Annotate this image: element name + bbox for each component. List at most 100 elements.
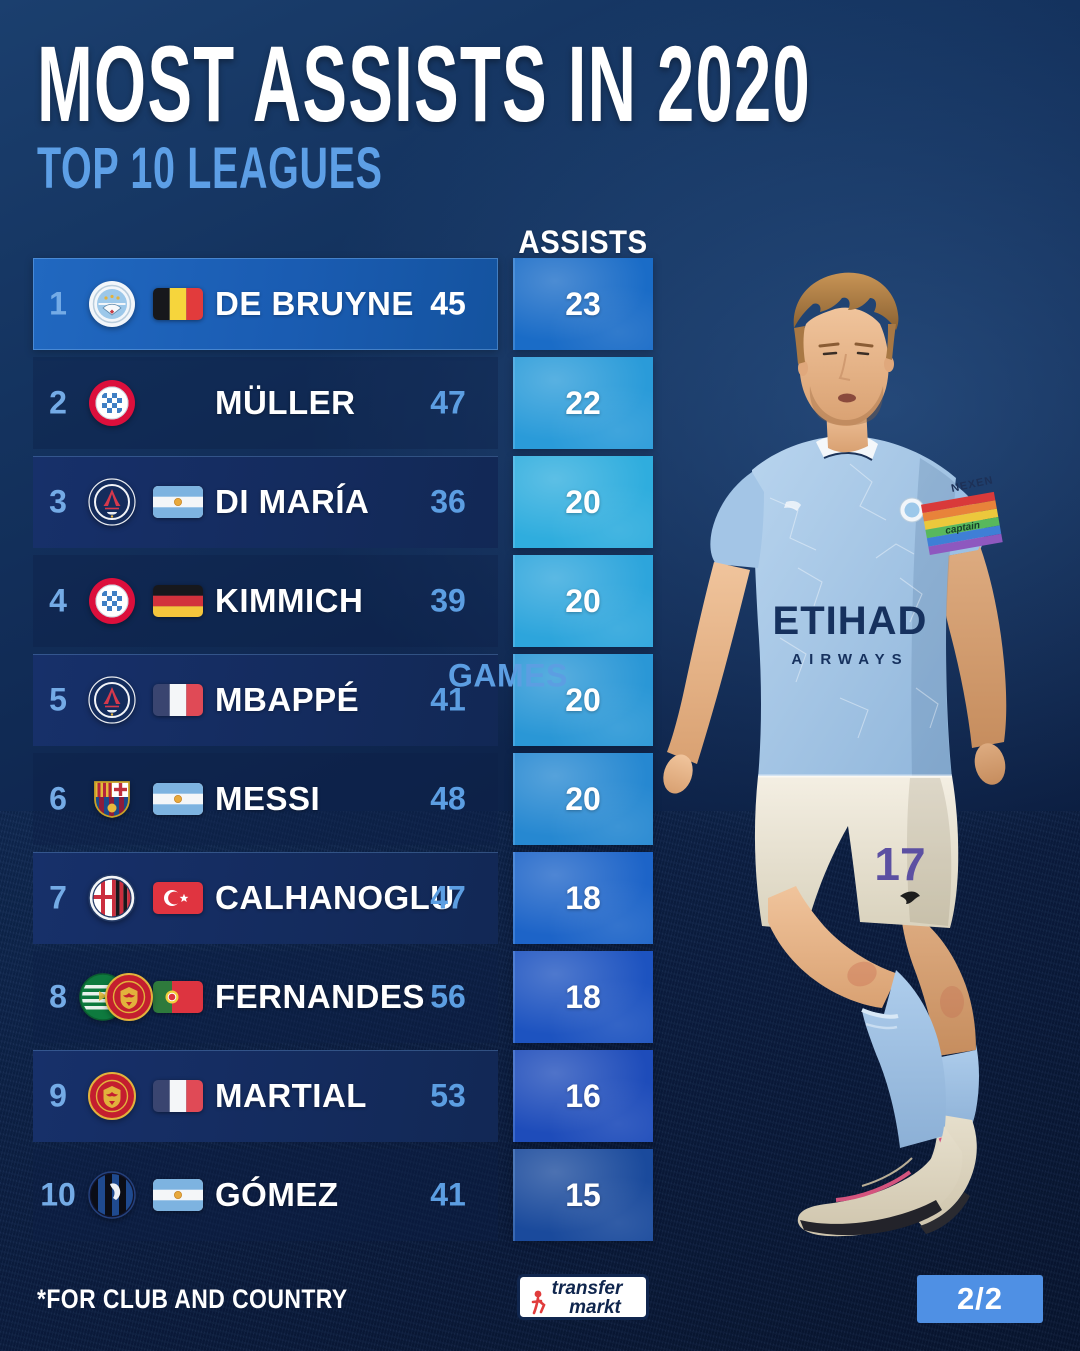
argentina-flag-icon bbox=[153, 783, 203, 815]
assists-value: 22 bbox=[565, 384, 601, 421]
row-background: 8 FERNANDES 56 bbox=[33, 951, 498, 1043]
club-badges bbox=[88, 753, 158, 845]
row-background: 9 MARTIAL 53 bbox=[33, 1050, 498, 1142]
row-background: 7 CALHANOGLU 47 bbox=[33, 852, 498, 944]
club-badges bbox=[79, 951, 158, 1043]
games-value: 39 bbox=[430, 582, 466, 619]
assists-value: 20 bbox=[565, 483, 601, 520]
svg-text:NEXEN: NEXEN bbox=[950, 474, 994, 495]
table-row-6: 6 MESSI 48 20 bbox=[33, 753, 655, 845]
assists-cell: 16 bbox=[513, 1050, 653, 1142]
barcelona-badge-icon bbox=[88, 775, 136, 823]
table-row-5: 5 MBAPPÉ 41 20 bbox=[33, 654, 655, 746]
club-badges bbox=[88, 258, 158, 350]
rank-label: 1 bbox=[49, 285, 67, 322]
club-badges bbox=[88, 654, 158, 746]
page-subtitle: TOP 10 LEAGUES bbox=[37, 136, 383, 201]
assists-cell: 20 bbox=[513, 456, 653, 548]
assists-value: 15 bbox=[565, 1176, 601, 1213]
bayern-munich-badge-icon bbox=[88, 379, 136, 427]
table-row-9: 9 MARTIAL 53 16 bbox=[33, 1050, 655, 1142]
rank-label: 4 bbox=[49, 582, 67, 619]
club-badges bbox=[88, 1050, 158, 1142]
assists-cell: 18 bbox=[513, 951, 653, 1043]
row-background: 3 DI MARÍA 36 bbox=[33, 456, 498, 548]
assists-value: 20 bbox=[565, 582, 601, 619]
svg-text:markt: markt bbox=[569, 1297, 621, 1318]
assists-cell: 23 bbox=[513, 258, 653, 350]
games-value: 41 bbox=[430, 681, 466, 718]
table-row-8: 8 FERNANDES 56 18 bbox=[33, 951, 655, 1043]
assists-value: 18 bbox=[565, 978, 601, 1015]
bayern-munich-badge-icon bbox=[88, 577, 136, 625]
belgium-flag-icon bbox=[153, 288, 203, 320]
rank-label: 2 bbox=[49, 384, 67, 421]
player-name: CALHANOGLU bbox=[215, 879, 455, 916]
footnote: *FOR CLUB AND COUNTRY bbox=[37, 1284, 348, 1314]
player-name: GÓMEZ bbox=[215, 1176, 339, 1213]
games-value: 47 bbox=[430, 384, 466, 421]
table-row-1: 1 DE BRUYNE 45 23 bbox=[33, 258, 655, 350]
games-value: 45 bbox=[430, 285, 466, 322]
player-name: MBAPPÉ bbox=[215, 681, 360, 718]
row-background: 4 KIMMICH 39 bbox=[33, 555, 498, 647]
assists-value: 18 bbox=[565, 879, 601, 916]
transfermarkt-player-icon bbox=[531, 1290, 546, 1315]
portugal-flag-icon bbox=[153, 981, 203, 1013]
row-background: 6 MESSI 48 bbox=[33, 753, 498, 845]
assists-table: 1 DE BRUYNE 45 23 2 MÜLLER 47 22 3 bbox=[33, 258, 655, 1248]
rank-label: 10 bbox=[40, 1176, 76, 1213]
argentina-flag-icon bbox=[153, 486, 203, 518]
row-background: 2 MÜLLER 47 bbox=[33, 357, 498, 449]
rank-label: 6 bbox=[49, 780, 67, 817]
manchester-united-badge-icon bbox=[105, 973, 153, 1021]
svg-text:AIRWAYS: AIRWAYS bbox=[791, 651, 908, 668]
svg-text:17: 17 bbox=[874, 838, 925, 890]
row-background: 10 GÓMEZ 41 bbox=[33, 1149, 498, 1241]
player-name: FERNANDES bbox=[215, 978, 425, 1015]
assists-cell: 18 bbox=[513, 852, 653, 944]
svg-text:ETIHAD: ETIHAD bbox=[773, 599, 928, 643]
club-badges bbox=[88, 555, 158, 647]
assists-value: 20 bbox=[565, 681, 601, 718]
player-name: MESSI bbox=[215, 780, 321, 817]
club-badges bbox=[88, 852, 158, 944]
svg-text:transfer: transfer bbox=[552, 1278, 624, 1299]
assists-value: 20 bbox=[565, 780, 601, 817]
column-header-games: GAMES bbox=[448, 657, 568, 693]
row-background: 5 MBAPPÉ 41 bbox=[33, 654, 498, 746]
assists-cell: 20 bbox=[513, 753, 653, 845]
table-row-2: 2 MÜLLER 47 22 bbox=[33, 357, 655, 449]
pagination-badge: 2/2 bbox=[917, 1275, 1043, 1323]
assists-cell: 22 bbox=[513, 357, 653, 449]
table-row-4: 4 KIMMICH 39 20 bbox=[33, 555, 655, 647]
club-badges bbox=[88, 357, 158, 449]
player-name: DE BRUYNE bbox=[215, 285, 414, 322]
player-name: KIMMICH bbox=[215, 582, 364, 619]
games-value: 36 bbox=[430, 483, 466, 520]
table-row-7: 7 CALHANOGLU 47 18 bbox=[33, 852, 655, 944]
games-value: 56 bbox=[430, 978, 466, 1015]
france-flag-icon bbox=[153, 1080, 203, 1112]
manchester-city-badge-icon bbox=[88, 280, 136, 328]
rank-label: 3 bbox=[49, 483, 67, 520]
assists-value: 23 bbox=[565, 285, 601, 322]
games-value: 41 bbox=[430, 1176, 466, 1213]
assists-value: 16 bbox=[565, 1077, 601, 1114]
table-row-10: 10 GÓMEZ 41 15 bbox=[33, 1149, 655, 1241]
rank-label: 5 bbox=[49, 681, 67, 718]
games-value: 47 bbox=[430, 879, 466, 916]
assists-cell: 20 bbox=[513, 654, 653, 746]
rank-label: 8 bbox=[49, 978, 67, 1015]
player-name: DI MARÍA bbox=[215, 483, 370, 520]
games-value: 48 bbox=[430, 780, 466, 817]
manchester-united-badge-icon bbox=[88, 1072, 136, 1120]
psg-badge-icon bbox=[88, 676, 136, 724]
atalanta-badge-icon bbox=[88, 1171, 136, 1219]
france-flag-icon bbox=[153, 684, 203, 716]
club-badges bbox=[88, 456, 158, 548]
psg-badge-icon bbox=[88, 478, 136, 526]
column-header-assists: ASSISTS bbox=[518, 224, 648, 260]
player-photo: ETIHAD AIRWAYS captain NEXEN 17 bbox=[663, 272, 1007, 1237]
